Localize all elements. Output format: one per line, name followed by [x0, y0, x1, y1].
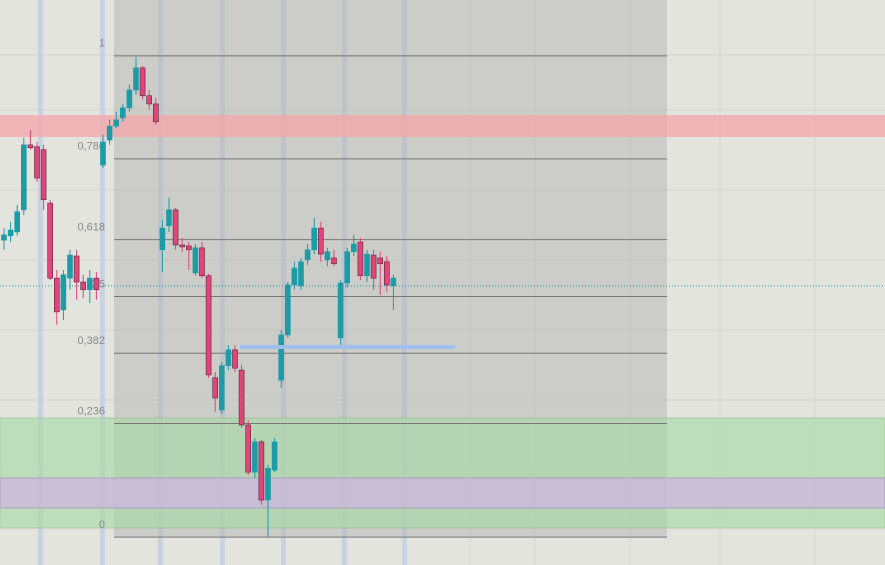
- candle-body: [337, 282, 344, 339]
- candle-body: [278, 334, 285, 381]
- candle-body: [252, 441, 258, 473]
- fib-label: 0,382: [77, 335, 105, 347]
- candle-body: [232, 349, 238, 369]
- demand-zone: [0, 477, 885, 509]
- fib-label: 1: [99, 38, 105, 50]
- candle-body: [298, 261, 304, 287]
- candles: [1, 57, 397, 538]
- candle-body: [192, 247, 199, 274]
- fib-label: 0,236: [77, 405, 105, 417]
- fib-label: 0,618: [77, 222, 105, 234]
- candle-body: [120, 107, 126, 119]
- candle-body: [47, 202, 54, 279]
- candle-body: [106, 125, 113, 141]
- candle-body: [166, 209, 172, 227]
- candle-body: [126, 89, 133, 109]
- candle-body: [258, 441, 265, 501]
- candle-body: [87, 277, 93, 291]
- candle-body: [370, 254, 377, 279]
- candle-body: [139, 67, 146, 97]
- candle-body: [73, 255, 80, 283]
- fib-label: 0,786: [77, 141, 105, 153]
- candle-body: [53, 277, 60, 313]
- candle-body: [390, 277, 397, 287]
- candle-body: [20, 144, 27, 211]
- candle-body: [27, 144, 34, 149]
- candle-body: [34, 146, 40, 179]
- candle-body: [304, 249, 311, 261]
- candle-body: [40, 149, 47, 201]
- candle-body: [383, 261, 390, 286]
- fib-label: 0: [99, 519, 105, 531]
- candle-body: [324, 251, 331, 261]
- candle-body: [7, 229, 14, 237]
- candle-body: [271, 441, 278, 471]
- candle-body: [60, 274, 67, 311]
- candle-body: [350, 243, 357, 252]
- candle-body: [113, 119, 119, 127]
- candle-body: [153, 103, 159, 123]
- candle-body: [172, 209, 179, 246]
- candle-body: [357, 241, 364, 277]
- candle-body: [93, 277, 100, 291]
- candle-body: [179, 244, 185, 248]
- candle-body: [212, 377, 218, 399]
- candle-body: [265, 467, 271, 501]
- candle-body: [225, 349, 232, 367]
- candle-body: [291, 267, 298, 286]
- resistance-zone: [0, 115, 885, 137]
- candle-body: [344, 251, 351, 284]
- candle-body: [1, 234, 7, 241]
- candle-body: [317, 227, 324, 255]
- candle-body: [67, 254, 73, 279]
- candle-body: [100, 141, 106, 166]
- candle-body: [133, 67, 139, 91]
- candle-body: [14, 211, 20, 233]
- level-line: [240, 345, 455, 349]
- candle-body: [364, 253, 370, 277]
- candle-body: [219, 365, 225, 411]
- candle-body: [205, 275, 212, 376]
- candle-body: [284, 284, 291, 336]
- candle-body: [245, 424, 251, 473]
- support-zone: [0, 417, 885, 529]
- candle-body: [186, 245, 192, 251]
- candle-body: [80, 281, 86, 291]
- candle-body: [159, 227, 166, 251]
- candle-body: [238, 369, 245, 426]
- candle-body: [311, 227, 318, 251]
- candle-body: [331, 257, 337, 265]
- candle-body: [377, 257, 384, 265]
- candle-body: [146, 95, 152, 105]
- candle-body: [199, 247, 205, 277]
